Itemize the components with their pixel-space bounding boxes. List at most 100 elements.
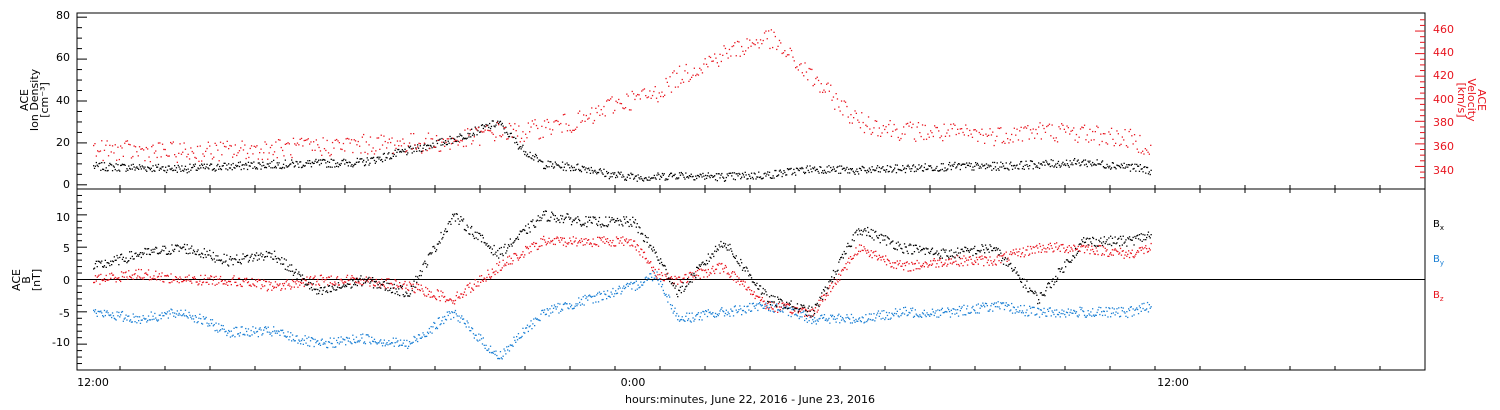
density-series-point	[131, 168, 133, 170]
density-series-point	[1074, 163, 1077, 165]
bz-series-point	[165, 275, 167, 277]
bz-series-point	[601, 237, 603, 239]
bz-series-point	[694, 275, 696, 277]
bx-series-point	[156, 252, 159, 255]
bz-series-point	[1132, 256, 1134, 258]
density-series-point	[850, 169, 853, 171]
density-series-point	[484, 126, 486, 128]
bz-series-point	[285, 281, 287, 283]
density-series-point	[580, 171, 583, 173]
by-series-point	[336, 342, 339, 344]
bz-series-point	[1101, 253, 1104, 255]
bz-series-point	[1129, 252, 1132, 254]
density-series-point	[582, 166, 584, 169]
bx-series-point	[345, 285, 348, 288]
bz-series-point	[662, 279, 664, 282]
velocity-series-point	[595, 107, 597, 109]
density-series-point	[444, 140, 447, 142]
velocity-series-point	[353, 139, 355, 141]
by-series-point	[1048, 307, 1051, 309]
bz-series-point	[336, 277, 338, 279]
bz-series-point	[1083, 252, 1086, 254]
by-series-point	[895, 313, 898, 315]
velocity-series-point	[400, 145, 403, 147]
velocity-series-point	[930, 130, 932, 132]
bz-series-point	[721, 262, 723, 265]
velocity-series-point	[367, 153, 369, 155]
bz-series-point	[692, 276, 694, 278]
density-series-point	[168, 165, 170, 167]
density-series-point	[896, 164, 898, 166]
density-series-point	[737, 175, 739, 177]
by-series-point	[922, 313, 925, 315]
by-series-point	[434, 322, 436, 324]
bz-series-point	[333, 283, 335, 286]
by-series-point	[859, 320, 862, 322]
bx-series-point	[331, 285, 333, 288]
density-series-point	[1029, 165, 1031, 167]
bz-series-point	[1083, 244, 1085, 247]
by-series-point	[1054, 309, 1056, 311]
density-series-point	[703, 175, 705, 177]
bx-series-point	[537, 215, 539, 217]
velocity-series-point	[223, 145, 226, 148]
velocity-series-point	[449, 148, 451, 150]
velocity-series-point	[218, 160, 220, 162]
velocity-series-point	[743, 53, 745, 55]
by-series-point	[698, 319, 700, 321]
bz-series-point	[966, 259, 968, 261]
density-series-point	[120, 164, 122, 167]
by-series-point	[519, 337, 521, 339]
velocity-series-point	[1100, 133, 1102, 135]
density-series-point	[1144, 166, 1146, 168]
density-series-point	[900, 169, 902, 172]
velocity-series-point	[909, 121, 911, 123]
by-series-point	[903, 307, 905, 309]
density-series-point	[120, 164, 123, 166]
by-series-point	[552, 307, 555, 309]
by-series-point	[650, 273, 652, 275]
bx-series-point	[148, 253, 151, 255]
bz-series-point	[571, 243, 574, 245]
by-series-point	[1115, 311, 1117, 313]
by-series-point	[1111, 307, 1114, 309]
density-series-point	[459, 133, 461, 135]
by-series-point	[624, 287, 626, 290]
bx-series-point	[525, 225, 527, 227]
velocity-series-point	[620, 103, 623, 105]
bx-series-point	[256, 259, 259, 261]
velocity-series-point	[574, 128, 577, 130]
density-series-point	[946, 169, 948, 171]
by-series-point	[320, 339, 322, 341]
velocity-series-point	[430, 138, 432, 140]
density-series-point	[941, 168, 943, 171]
density-series-point	[165, 171, 168, 174]
density-series-point	[1020, 160, 1023, 163]
bz-series-point	[1049, 242, 1051, 244]
bz-series-point	[543, 239, 546, 241]
velocity-series-point	[141, 148, 143, 150]
by-series-point	[132, 313, 134, 315]
by-series-point	[1049, 307, 1051, 309]
by-series-point	[921, 312, 924, 314]
density-series-point	[831, 168, 834, 171]
bz-series-point	[1104, 247, 1106, 249]
by-series-point	[1036, 313, 1038, 315]
velocity-series-point	[160, 156, 162, 158]
velocity-series-point	[935, 126, 937, 129]
bx-series-point	[424, 260, 426, 262]
bz-series-point	[357, 282, 359, 284]
density-series-point	[1069, 160, 1071, 162]
density-series-point	[260, 168, 262, 170]
bz-series-point	[114, 276, 116, 279]
density-series-point	[421, 150, 423, 152]
bz-series-point	[807, 310, 809, 312]
density-series-point	[1074, 158, 1076, 160]
velocity-series-point	[835, 93, 837, 95]
bx-series-point	[377, 284, 379, 286]
bx-series-point	[220, 259, 223, 261]
density-series-point	[890, 166, 892, 168]
bx-series-point	[329, 290, 331, 293]
bx-series-point	[521, 230, 523, 232]
velocity-series-point	[395, 147, 397, 150]
